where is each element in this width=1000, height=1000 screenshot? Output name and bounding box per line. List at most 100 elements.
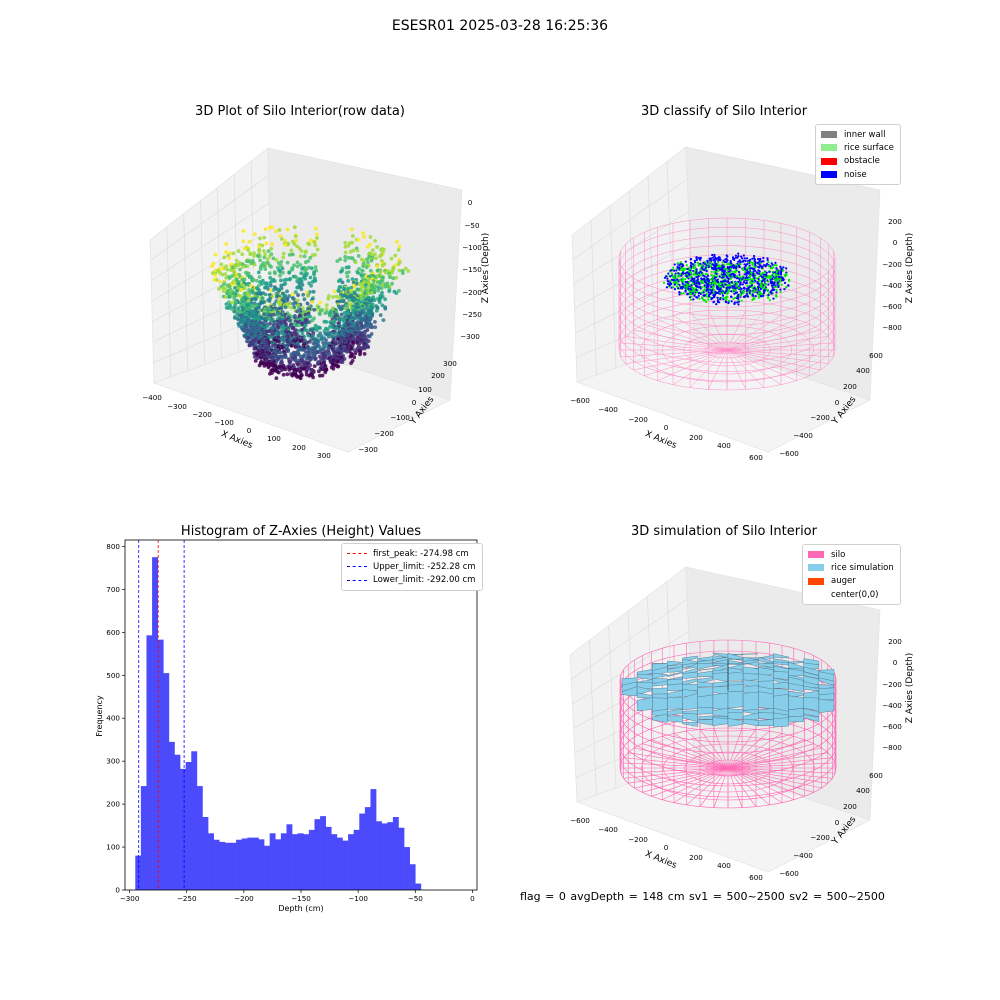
data-point <box>300 266 304 271</box>
data-point <box>269 283 273 288</box>
legend-item: silo <box>808 548 894 561</box>
data-point <box>350 256 355 261</box>
data-point <box>279 237 284 241</box>
data-point <box>281 255 286 260</box>
data-point <box>271 256 276 261</box>
p4-xtick: 0 <box>664 843 669 852</box>
data-point <box>260 243 265 248</box>
panel2-title: 3D classify of Silo Interior <box>640 104 808 119</box>
data-point <box>380 263 385 268</box>
data-point <box>246 248 251 253</box>
data-point <box>362 258 366 263</box>
data-point <box>355 248 360 253</box>
legend-label: center(0,0) <box>831 589 879 600</box>
data-point <box>254 297 258 302</box>
data-point <box>375 245 379 249</box>
data-point <box>303 250 308 255</box>
data-point <box>261 249 266 253</box>
data-point <box>252 301 257 306</box>
data-point <box>227 256 232 261</box>
data-point <box>308 290 312 294</box>
data-point <box>344 271 349 275</box>
surface-patch <box>758 691 774 710</box>
panel3-title: Histogram of Z-Axies (Height) Values <box>180 524 422 539</box>
p4-ztick: −200 <box>882 680 902 689</box>
p4-xtick: −400 <box>598 825 618 834</box>
data-point <box>284 299 288 303</box>
data-point <box>309 238 314 243</box>
data-point <box>389 256 394 261</box>
data-point <box>268 276 273 280</box>
center-swatch <box>808 591 824 598</box>
legend-item: center(0,0) <box>808 588 894 601</box>
panel4-title: 3D simulation of Silo Interior <box>631 524 817 539</box>
data-point <box>311 289 316 294</box>
data-point <box>260 282 264 286</box>
data-point <box>253 232 257 237</box>
legend-label: rice simulation <box>831 562 894 573</box>
data-point <box>238 294 243 299</box>
data-point <box>241 265 245 269</box>
data-point <box>233 265 238 270</box>
data-point <box>282 278 287 282</box>
data-point <box>336 279 341 283</box>
data-point <box>232 296 237 301</box>
surface-patch <box>742 691 759 711</box>
data-point <box>379 286 384 291</box>
data-point <box>345 274 350 279</box>
surface-patch <box>712 693 729 710</box>
p4-xtick: 400 <box>717 861 731 870</box>
surface-patch <box>758 719 774 726</box>
data-point <box>296 293 300 297</box>
data-point <box>257 248 262 253</box>
data-point <box>264 241 269 246</box>
data-point <box>313 265 318 270</box>
surface-patch <box>697 706 714 715</box>
data-point <box>269 246 274 251</box>
data-point <box>376 288 380 293</box>
gridline <box>183 213 189 371</box>
data-point <box>268 288 273 293</box>
data-point <box>262 255 267 260</box>
data-point <box>348 289 353 294</box>
surface-patch <box>803 696 820 712</box>
surface-patch <box>727 691 744 709</box>
data-point <box>303 276 307 281</box>
data-point <box>370 290 374 295</box>
data-point <box>368 268 373 273</box>
data-point <box>292 225 297 230</box>
legend-item: auger <box>808 575 894 588</box>
p4-ztick: 0 <box>893 658 898 667</box>
data-point <box>307 242 312 247</box>
data-point <box>362 235 367 239</box>
p4-ytick: 200 <box>843 802 857 811</box>
data-point <box>258 258 262 263</box>
data-point <box>230 300 235 305</box>
data-point <box>256 270 261 275</box>
legend-label: auger <box>831 576 856 587</box>
surface-patch <box>667 696 683 710</box>
data-point <box>247 239 252 244</box>
data-point <box>315 236 319 240</box>
data-point <box>396 248 401 252</box>
data-point <box>276 261 281 265</box>
data-point <box>364 265 369 270</box>
data-point <box>224 250 229 255</box>
data-point <box>281 270 285 275</box>
data-point <box>224 276 229 280</box>
data-point <box>248 252 253 257</box>
data-point <box>347 298 352 303</box>
p4-ytick: −400 <box>793 851 813 860</box>
data-point <box>285 227 290 232</box>
data-point <box>257 244 261 249</box>
data-point <box>299 249 304 253</box>
data-point <box>249 261 254 266</box>
p4-ytick: 400 <box>856 786 870 795</box>
data-point <box>363 283 368 287</box>
data-point <box>370 248 375 253</box>
gridline <box>150 202 270 282</box>
data-point <box>357 267 361 271</box>
data-point <box>353 260 358 265</box>
data-point <box>287 277 292 282</box>
data-point <box>365 245 370 249</box>
